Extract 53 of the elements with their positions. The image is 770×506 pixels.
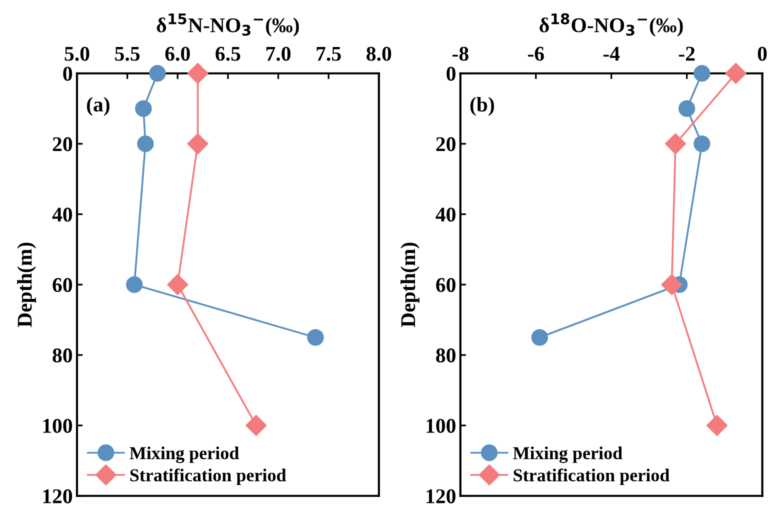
point: [664, 133, 686, 154]
point: [725, 62, 746, 84]
point: [706, 414, 728, 436]
point: [167, 274, 188, 296]
point: [126, 276, 143, 293]
y-axis-title: Depth(m): [17, 242, 36, 328]
x-tick-label: -2: [678, 46, 695, 61]
y-tick-label: 120: [426, 489, 456, 504]
point: [307, 329, 324, 346]
annotation: (b): [470, 96, 494, 116]
point: [137, 135, 154, 152]
x-tick-label: -6: [528, 46, 544, 61]
legend-label: Stratification period: [130, 468, 286, 486]
point: [135, 100, 152, 117]
x-tick-label: 6.5: [216, 46, 240, 61]
legend-label: Mixing period: [130, 446, 239, 464]
y-tick-label: 80: [436, 348, 456, 362]
y-axis-title: Depth(m): [400, 242, 420, 328]
y-tick-label: 20: [436, 137, 456, 152]
y-tick-label: 0: [446, 66, 456, 81]
y-tick-label: 40: [436, 208, 456, 222]
annotation: (a): [86, 96, 110, 116]
y-tick-label: 80: [52, 348, 72, 362]
x-tick-label: 7.5: [316, 46, 341, 61]
legend-label: Stratification period: [514, 468, 670, 486]
point: [149, 65, 166, 82]
x-tick-label: 8.0: [366, 46, 392, 61]
x-tick-label: -4: [603, 46, 620, 61]
x-tick-label: 7.0: [266, 46, 290, 61]
point: [694, 135, 710, 152]
point: [678, 100, 696, 117]
y-tick-label: 100: [426, 418, 456, 433]
x-axis-title: δ$^{15}$N-NO$_{3}$$^{−}$(‰): [156, 14, 299, 37]
point: [187, 62, 208, 84]
point: [246, 414, 267, 436]
x-tick-label: 0: [758, 46, 767, 61]
y-tick-label: 60: [436, 278, 456, 292]
x-tick-label: 5.0: [64, 46, 90, 61]
y-tick-label: 40: [52, 208, 72, 222]
x-tick-label: 6.0: [165, 46, 190, 61]
y-tick-label: 20: [52, 137, 72, 152]
x-tick-label: -8: [452, 46, 468, 61]
y-tick-label: 100: [43, 418, 72, 433]
legend-label: Mixing period: [513, 446, 622, 464]
x-axis-title: δ$^{18}$O-NO$_{3}$$^{−}$(‰): [540, 13, 683, 37]
y-tick-label: 120: [43, 489, 72, 504]
y-tick-label: 60: [52, 278, 72, 292]
point: [531, 329, 548, 346]
point: [187, 133, 208, 154]
point: [694, 65, 710, 82]
x-tick-label: 5.5: [115, 46, 140, 61]
y-tick-label: 0: [63, 66, 72, 81]
point: [661, 274, 682, 296]
